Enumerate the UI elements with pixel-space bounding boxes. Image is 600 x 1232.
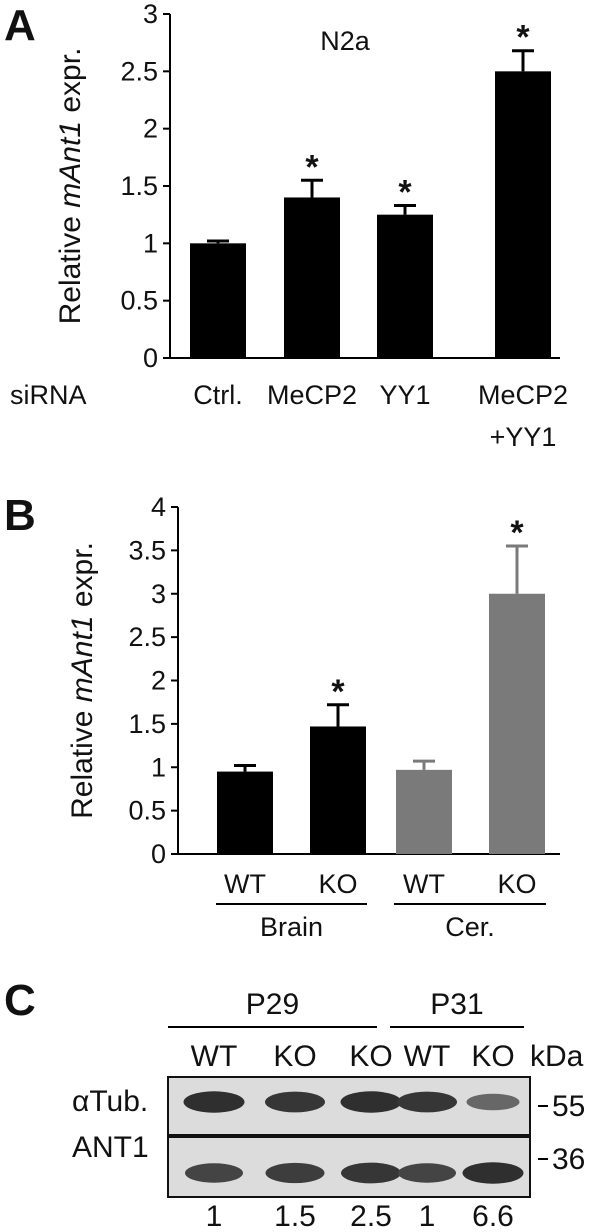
panel-c-letter: C [4, 976, 36, 1025]
panel-b-y-tick-label: 4 [151, 492, 166, 522]
panel-a-bar [495, 71, 551, 358]
panel-a-y-tick-label: 0.5 [120, 286, 158, 316]
panel-b-category-label: WT [403, 869, 445, 899]
panel-b-category-label: WT [224, 869, 266, 899]
panel-a-significance-star: * [398, 173, 412, 211]
panel-b-group-label: Brain [260, 912, 323, 942]
panel-a-y-tick-label: 3 [143, 0, 158, 29]
panel-a-bar [377, 214, 433, 358]
panel-b-y-tick-label: 2 [151, 666, 166, 696]
panel-a-significance-star: * [516, 19, 530, 57]
panel-a-letter: A [4, 1, 36, 50]
panel-a-y-tick-label: 2 [143, 114, 158, 144]
panel-b-category-label: KO [497, 869, 536, 899]
panel-a-category-label-line2: +YY1 [490, 422, 557, 452]
panel-b-y-tick-label: 2.5 [128, 622, 166, 652]
panel-b-significance-star: * [510, 514, 524, 552]
panel-a-y-tick-label: 0 [143, 343, 158, 373]
panel-c-band [462, 1162, 524, 1184]
panel-c-band [340, 1091, 402, 1113]
panel-c-quantification-value: 1 [206, 1200, 223, 1232]
panel-c-row-label: αTub. [72, 1085, 148, 1118]
panel-b-chart: 0 0.5 1 1.5 2 2.5 3 3.5 4 Relative mAnt1 expr. * * W… [66, 492, 560, 942]
panel-b-bar [489, 593, 545, 854]
panel-c-marker-label: 55 [552, 1090, 585, 1123]
panel-b-y-tick-label: 0 [151, 839, 166, 869]
panel-b-group-label: Cer. [445, 912, 495, 942]
panel-c-lane-label: KO [273, 1040, 316, 1073]
panel-a-y-axis-label: Relative mAnt1 expr. [54, 48, 87, 325]
panel-a-category-label: Ctrl. [193, 380, 243, 410]
panel-c-band [466, 1093, 520, 1111]
panel-c-lane-label: KO [471, 1040, 514, 1073]
panel-b-y-axis-label: Relative mAnt1 expr. [66, 542, 99, 819]
panel-a-title: N2a [320, 26, 371, 56]
panel-c-band [183, 1091, 245, 1113]
panel-c-band [185, 1163, 243, 1183]
panel-c-lane-label: WT [191, 1040, 238, 1073]
panel-a-y-tick-label: 1 [143, 228, 158, 258]
panel-b-bar [217, 771, 273, 854]
panel-c-group-label: P31 [430, 988, 483, 1021]
panel-c-band [341, 1162, 401, 1184]
panel-c-band [265, 1162, 325, 1184]
panel-a-category-label: MeCP2 [478, 380, 568, 410]
panel-c-lane-label: WT [404, 1040, 451, 1073]
panel-a-bar [284, 197, 340, 358]
panel-b-bar [396, 769, 452, 854]
panel-c-band [398, 1163, 456, 1183]
panel-a-chart: 0 0.5 1 1.5 2 2.5 3 Relative mAnt1 expr. * * * N2a s… [10, 0, 568, 452]
panel-c-row-label: ANT1 [72, 1131, 149, 1164]
panel-b-y-tick-label: 1.5 [128, 709, 166, 739]
panel-c-quantification-value: 1.5 [274, 1200, 316, 1232]
panel-c-quantification-value: 6.6 [472, 1200, 514, 1232]
panel-c-lane-label: KO [349, 1040, 392, 1073]
panel-b-significance-star: * [331, 673, 345, 711]
panel-b-y-tick-label: 1 [151, 752, 166, 782]
panel-a-category-label: MeCP2 [267, 380, 357, 410]
panel-b-y-tick-label: 0.5 [128, 796, 166, 826]
panel-c-band [265, 1091, 325, 1113]
panel-c-unit-label: kDa [530, 1040, 584, 1073]
panel-c-group-label: P29 [246, 988, 299, 1021]
panel-a-category-label: YY1 [379, 380, 430, 410]
panel-c-quantification-value: 1 [419, 1200, 436, 1232]
panel-a-row-label: siRNA [10, 380, 87, 410]
panel-a-y-tick-label: 2.5 [120, 56, 158, 86]
panel-c-western-blot: P29 P31 WT KO KO WT KO kDa αTub. 55 ANT1 36 1 1.5 2.5 1… [72, 988, 585, 1232]
panel-b-category-label: KO [318, 869, 357, 899]
panel-a-bar [190, 243, 246, 358]
panel-b-letter: B [4, 491, 36, 540]
panel-c-band [397, 1091, 457, 1113]
panel-b-y-tick-label: 3 [151, 579, 166, 609]
panel-a-significance-star: * [305, 148, 319, 186]
panel-c-quantification-value: 2.5 [350, 1200, 392, 1232]
panel-b-y-tick-label: 3.5 [128, 535, 166, 565]
panel-c-marker-label: 36 [552, 1143, 585, 1176]
panel-b-bar [310, 726, 366, 854]
panel-a-y-tick-label: 1.5 [120, 171, 158, 201]
